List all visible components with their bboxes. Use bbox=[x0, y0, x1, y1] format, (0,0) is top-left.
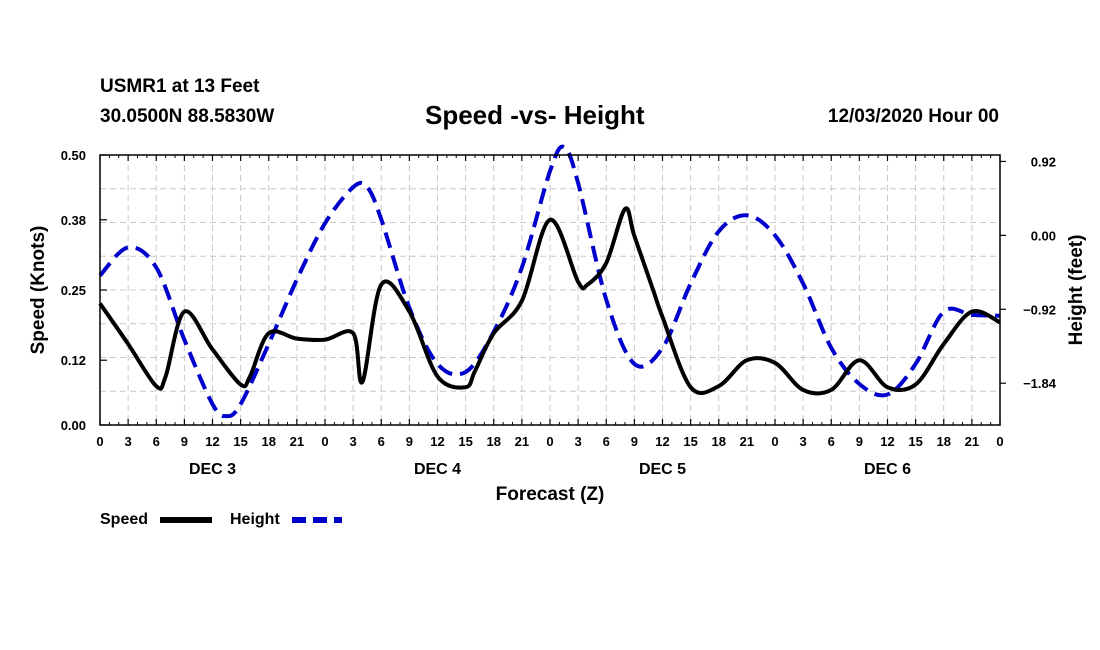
y2-axis-title: Height (feet) bbox=[1066, 235, 1087, 346]
x-tick-label: 3 bbox=[800, 434, 807, 449]
x-tick-label: 9 bbox=[406, 434, 413, 449]
y-tick-label: 0.12 bbox=[61, 353, 86, 368]
x-tick-label: 9 bbox=[631, 434, 638, 449]
y-axis-title: Speed (Knots) bbox=[28, 226, 49, 355]
x-tick-label: 6 bbox=[603, 434, 610, 449]
x-day-label: DEC 5 bbox=[639, 461, 686, 478]
x-tick-label: 9 bbox=[856, 434, 863, 449]
forecast-datetime: 12/03/2020 Hour 00 bbox=[827, 106, 999, 127]
x-tick-label: 0 bbox=[96, 434, 103, 449]
x-day-label: DEC 4 bbox=[414, 461, 461, 478]
x-axis-title: Forecast (Z) bbox=[496, 484, 605, 505]
y2-tick-label: 0.92 bbox=[1031, 154, 1056, 169]
x-tick-label: 3 bbox=[125, 434, 132, 449]
x-tick-label: 6 bbox=[378, 434, 385, 449]
chart-ticks bbox=[99, 154, 1006, 426]
x-tick-label: 15 bbox=[908, 434, 922, 449]
x-tick-label: 18 bbox=[487, 434, 501, 449]
x-tick-label: 15 bbox=[233, 434, 247, 449]
chart-title: Speed -vs- Height bbox=[425, 100, 645, 130]
x-day-label: DEC 6 bbox=[864, 461, 911, 478]
x-tick-label: 18 bbox=[262, 434, 276, 449]
y2-tick-label: −1.84 bbox=[1023, 376, 1057, 391]
x-tick-label: 15 bbox=[683, 434, 697, 449]
x-tick-label: 12 bbox=[655, 434, 669, 449]
x-tick-label: 6 bbox=[153, 434, 160, 449]
x-tick-label: 3 bbox=[575, 434, 582, 449]
x-tick-label: 0 bbox=[996, 434, 1003, 449]
x-tick-label: 12 bbox=[880, 434, 894, 449]
y-tick-label: 0.25 bbox=[61, 283, 86, 298]
chart-legend: Speed Height bbox=[100, 511, 342, 528]
x-tick-label: 6 bbox=[828, 434, 835, 449]
x-tick-label: 21 bbox=[740, 434, 754, 449]
chart-grid bbox=[100, 155, 1000, 425]
x-tick-label: 3 bbox=[350, 434, 357, 449]
series-line-height bbox=[98, 144, 1001, 419]
x-tick-label: 0 bbox=[546, 434, 553, 449]
y-tick-label: 0.50 bbox=[61, 148, 86, 163]
y2-tick-label: −0.92 bbox=[1023, 302, 1056, 317]
x-tick-label: 15 bbox=[458, 434, 472, 449]
x-tick-label: 21 bbox=[965, 434, 979, 449]
station-title: USMR1 at 13 Feet bbox=[100, 76, 260, 97]
x-tick-label: 21 bbox=[290, 434, 304, 449]
x-tick-label: 18 bbox=[712, 434, 726, 449]
y-tick-label: 0.38 bbox=[61, 213, 86, 228]
y-tick-label: 0.00 bbox=[61, 418, 86, 433]
x-day-label: DEC 3 bbox=[189, 461, 236, 478]
x-tick-label: 12 bbox=[205, 434, 219, 449]
legend-label-height: Height bbox=[230, 511, 280, 528]
series-line-speed bbox=[98, 206, 1001, 396]
chart-labels: 0 3 6 9 12 15 18 21 0 3 6 9 12 15 18 21 0 3 6 9 12 15 18 21 0 3 6 9… bbox=[61, 148, 1057, 478]
chart-series bbox=[98, 144, 1001, 419]
legend-label-speed: Speed bbox=[100, 511, 148, 528]
x-tick-label: 18 bbox=[937, 434, 951, 449]
x-tick-label: 0 bbox=[771, 434, 778, 449]
x-tick-label: 9 bbox=[181, 434, 188, 449]
station-coordinates: 30.0500N 88.5830W bbox=[100, 106, 275, 127]
x-tick-label: 0 bbox=[321, 434, 328, 449]
y2-tick-label: 0.00 bbox=[1031, 228, 1056, 243]
x-tick-label: 21 bbox=[515, 434, 529, 449]
x-tick-label: 12 bbox=[430, 434, 444, 449]
